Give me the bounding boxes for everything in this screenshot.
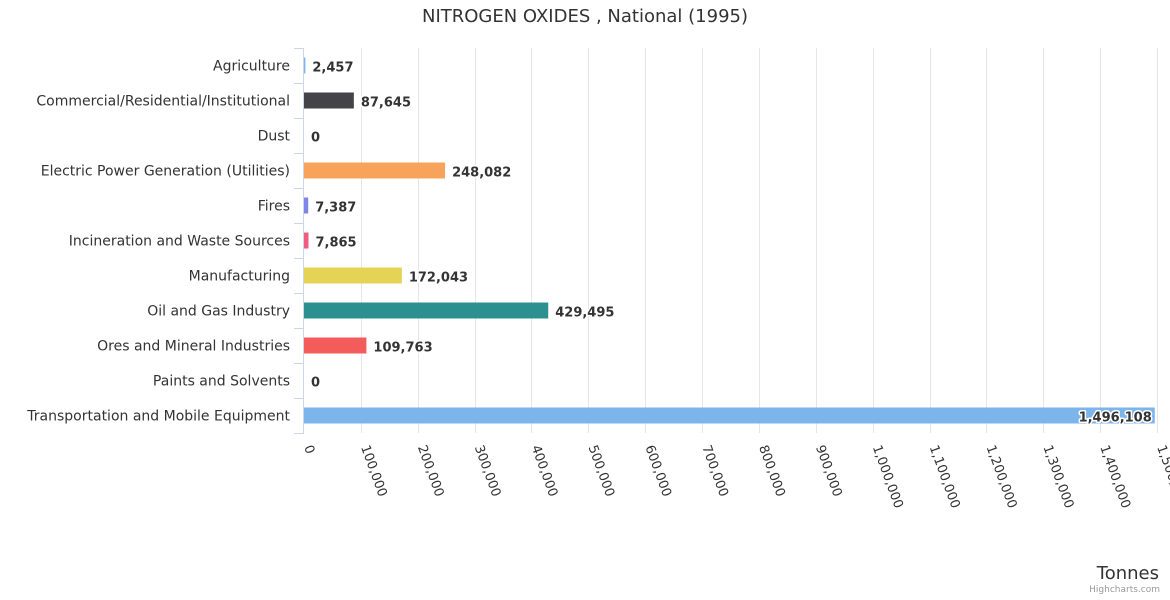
category-label: Transportation and Mobile Equipment: [26, 409, 290, 425]
category-label: Fires: [258, 199, 290, 215]
x-tick-label: 1,100,000: [926, 443, 963, 510]
x-tick-label: 900,000: [812, 443, 844, 499]
x-tick-label: 600,000: [641, 443, 673, 499]
bar[interactable]: [304, 57, 306, 74]
data-label: 2,457: [312, 61, 353, 76]
data-label: 429,495: [555, 306, 614, 321]
category-label: Manufacturing: [189, 269, 290, 285]
x-tick-label: 400,000: [528, 443, 560, 499]
bar[interactable]: [304, 407, 1155, 424]
x-tick-label: 300,000: [471, 443, 503, 499]
bar[interactable]: [304, 337, 367, 354]
x-tick-label: 1,000,000: [869, 443, 906, 510]
bar[interactable]: [304, 232, 309, 249]
data-label: 1,496,108: [1079, 411, 1152, 426]
category-label: Commercial/Residential/Institutional: [36, 94, 290, 110]
x-tick-label: 200,000: [414, 443, 446, 499]
category-label: Incineration and Waste Sources: [69, 234, 290, 250]
x-tick-label: 800,000: [755, 443, 787, 499]
x-tick-label: 0: [300, 443, 317, 456]
category-label: Agriculture: [213, 59, 290, 75]
bar[interactable]: [304, 197, 309, 214]
category-label: Ores and Mineral Industries: [97, 339, 290, 355]
x-tick-label: 700,000: [698, 443, 730, 499]
data-label: 172,043: [409, 271, 468, 286]
data-label: 7,387: [315, 201, 356, 216]
data-label: 87,645: [361, 96, 411, 111]
bar[interactable]: [304, 162, 446, 179]
x-tick-label: 1,500,000: [1153, 443, 1170, 510]
x-tick-label: 500,000: [585, 443, 617, 499]
data-label: 7,865: [315, 236, 356, 251]
category-label: Oil and Gas Industry: [147, 304, 290, 320]
category-label: Dust: [258, 129, 291, 145]
x-tick-label: 100,000: [357, 443, 389, 499]
bar[interactable]: [304, 92, 354, 109]
x-tick-label: 1,300,000: [1040, 443, 1077, 510]
chart-title: NITROGEN OXIDES , National (1995): [421, 6, 748, 27]
x-tick-label: 1,400,000: [1096, 443, 1133, 510]
bar[interactable]: [304, 302, 549, 319]
data-label: 109,763: [373, 341, 432, 356]
data-label: 0: [311, 376, 320, 391]
data-label: 248,082: [452, 166, 511, 181]
category-label: Paints and Solvents: [153, 374, 290, 390]
x-axis-title: Tonnes: [1096, 563, 1159, 584]
credits-link[interactable]: Highcharts.com: [1089, 585, 1160, 595]
bar[interactable]: [304, 267, 402, 284]
category-label: Electric Power Generation (Utilities): [41, 164, 290, 180]
data-label: 0: [311, 131, 320, 146]
x-tick-label: 1,200,000: [983, 443, 1020, 510]
